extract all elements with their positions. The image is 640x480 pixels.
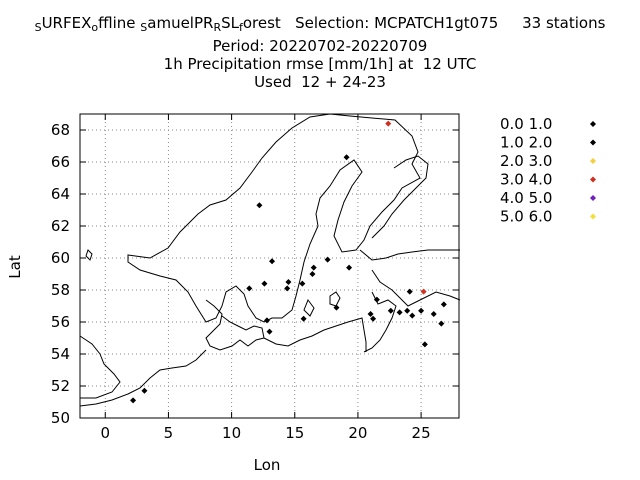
station-point	[367, 311, 374, 317]
x-tick-label: 5	[164, 424, 174, 442]
station-point	[440, 301, 447, 308]
legend-marker	[590, 195, 596, 201]
legend-label: 4.0 5.0	[500, 189, 552, 207]
station-point	[309, 271, 316, 277]
station-point	[246, 285, 253, 292]
station-point	[256, 202, 263, 209]
y-tick-label: 56	[51, 313, 70, 331]
station-point	[269, 258, 276, 265]
station-point	[310, 264, 317, 271]
station-point	[263, 317, 270, 324]
station-point	[285, 279, 292, 285]
y-tick-label: 64	[51, 185, 70, 203]
y-tick-label: 54	[51, 345, 70, 363]
station-point	[266, 328, 273, 335]
x-tick-label: 20	[348, 424, 367, 442]
x-tick-label: 15	[285, 424, 304, 442]
legend-label: 5.0 6.0	[500, 208, 552, 226]
legend-marker	[590, 176, 596, 183]
plot-border	[79, 113, 460, 419]
x-tick-label: 25	[412, 424, 431, 442]
x-tick-label: 10	[222, 424, 241, 442]
station-point	[373, 296, 380, 303]
station-point	[396, 309, 403, 316]
coastline-map	[79, 113, 461, 407]
station-point	[343, 154, 350, 161]
legend-label: 2.0 3.0	[500, 152, 552, 170]
grid-lines	[80, 114, 459, 419]
station-points	[130, 120, 447, 404]
station-point	[404, 307, 411, 314]
title-line-1: SURFEXoffline SamuelPRRSLforest Selectio…	[34, 14, 606, 34]
station-point	[370, 315, 377, 322]
station-point	[333, 304, 340, 311]
legend-marker	[590, 158, 596, 164]
station-point	[438, 320, 445, 327]
y-tick-label: 60	[51, 249, 70, 267]
title-line-4: Used 12 + 24-23	[254, 73, 386, 91]
station-point	[130, 397, 137, 404]
station-point	[141, 387, 148, 394]
y-tick-label: 58	[51, 281, 70, 299]
y-axis-title: Lat	[6, 255, 24, 279]
legend-label: 3.0 4.0	[500, 171, 552, 189]
x-tick-label: 0	[100, 424, 110, 442]
station-point	[300, 315, 307, 322]
station-point	[421, 341, 428, 348]
y-tick-label: 50	[51, 409, 70, 427]
chart-title: SURFEXoffline SamuelPRRSLforest Selectio…	[0, 14, 640, 91]
station-point	[430, 311, 437, 317]
y-tick-label: 52	[51, 377, 70, 395]
y-tick-label: 66	[51, 153, 70, 171]
station-point	[406, 288, 413, 295]
y-tick-label: 62	[51, 217, 70, 235]
legend: 0.0 1.01.0 2.02.0 3.03.0 4.04.0 5.05.0 6…	[500, 115, 596, 226]
y-tick-label: 68	[51, 121, 70, 139]
legend-marker	[590, 139, 596, 146]
station-point	[284, 285, 291, 292]
station-point	[385, 120, 392, 127]
station-point	[261, 280, 268, 287]
station-point	[299, 280, 306, 287]
title-line-3: 1h Precipitation rmse [mm/1h] at 12 UTC	[163, 55, 477, 73]
x-axis-title: Lon	[254, 456, 281, 474]
title-line-2: Period: 20220702-20220709	[212, 37, 428, 55]
plot-frame	[79, 113, 460, 419]
legend-marker	[590, 213, 596, 220]
station-point	[409, 312, 416, 319]
station-point	[387, 307, 394, 314]
station-point	[418, 307, 425, 314]
station-point	[346, 264, 353, 271]
legend-label: 0.0 1.0	[500, 115, 552, 133]
axis-ticks: 0 5 10 15 20 25 50 52 54 56 58 60 62 64 66 68	[51, 114, 459, 442]
legend-marker	[590, 121, 596, 127]
station-point	[324, 256, 331, 263]
legend-label: 1.0 2.0	[500, 134, 552, 152]
station-point	[420, 288, 427, 295]
